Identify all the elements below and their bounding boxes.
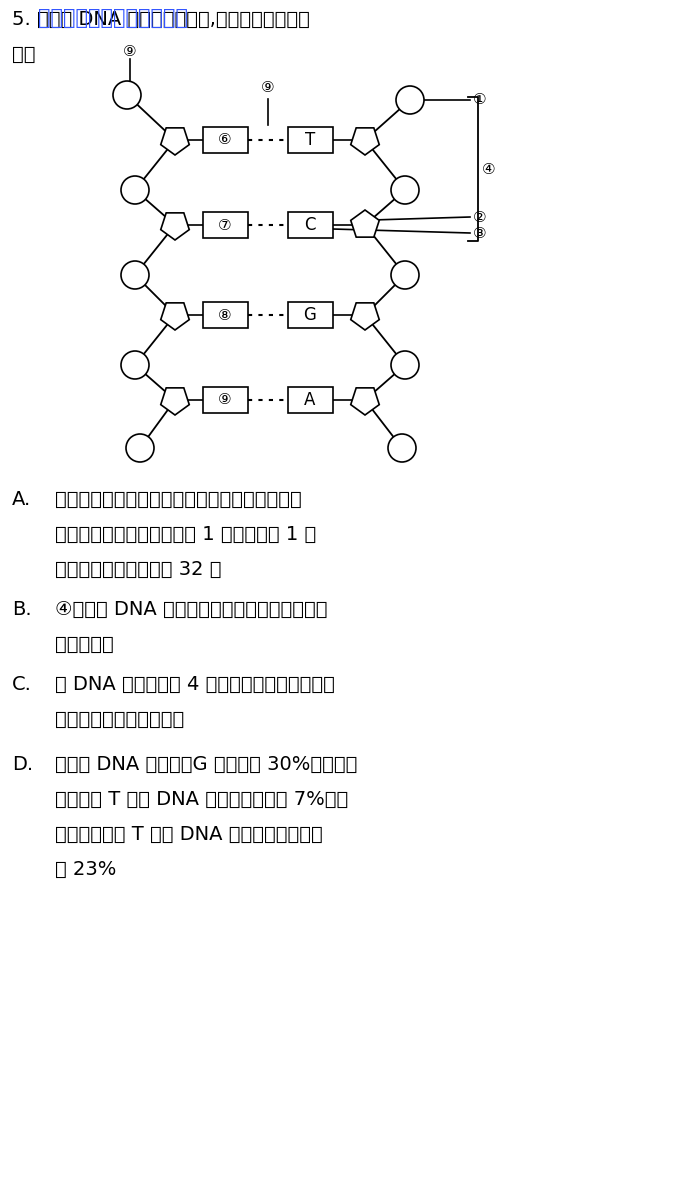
Text: 5. 如图为 DNA 分子结构示意图,对该图的叙述正确: 5. 如图为 DNA 分子结构示意图,对该图的叙述正确 <box>12 9 310 29</box>
Bar <box>202 212 248 238</box>
Text: 为 23%: 为 23% <box>55 859 116 880</box>
Circle shape <box>126 434 154 462</box>
Polygon shape <box>161 303 189 330</box>
Text: 若仅有订书钉将脱氧核糖、磷酸、碱基连为一体: 若仅有订书钉将脱氧核糖、磷酸、碱基连为一体 <box>55 490 302 509</box>
Circle shape <box>396 86 424 114</box>
Text: 订书钉，则共需订书钉 32 个: 订书钉，则共需订书钉 32 个 <box>55 560 221 579</box>
Polygon shape <box>161 388 189 415</box>
Bar <box>202 302 248 328</box>
Text: 并构建如图的片段，每形成 1 个氢键需要 1 个: 并构建如图的片段，每形成 1 个氢键需要 1 个 <box>55 525 316 544</box>
Text: ⑥: ⑥ <box>218 132 232 147</box>
Text: ④: ④ <box>482 162 496 177</box>
Bar <box>202 387 248 413</box>
Text: ⑧: ⑧ <box>218 308 232 323</box>
Circle shape <box>113 81 141 108</box>
Text: ②: ② <box>473 210 486 224</box>
Polygon shape <box>351 303 379 330</box>
Text: 的是: 的是 <box>12 45 36 64</box>
Text: 条链中的 T 占该 DNA 分子全部总数的 7%，那: 条链中的 T 占该 DNA 分子全部总数的 7%，那 <box>55 790 349 809</box>
Bar <box>288 302 332 328</box>
Text: T: T <box>305 131 315 149</box>
Text: ④是构成 DNA 的基本组成单位，名称是胞嘧啶: ④是构成 DNA 的基本组成单位，名称是胞嘧啶 <box>55 600 328 619</box>
Text: B.: B. <box>12 600 32 619</box>
Text: 某双链 DNA 分子中，G 占总数的 30%，其中一: 某双链 DNA 分子中，G 占总数的 30%，其中一 <box>55 755 358 773</box>
Text: 么另一条链中 T 在该 DNA 分子中的碱基比例: 么另一条链中 T 在该 DNA 分子中的碱基比例 <box>55 825 323 844</box>
Text: A.: A. <box>12 490 32 509</box>
Text: ①: ① <box>473 92 486 107</box>
Circle shape <box>391 351 419 378</box>
Bar <box>288 127 332 153</box>
Circle shape <box>121 176 149 204</box>
Circle shape <box>388 434 416 462</box>
Text: G: G <box>304 307 316 324</box>
Circle shape <box>121 261 149 289</box>
Text: ⑦: ⑦ <box>218 217 232 232</box>
Circle shape <box>121 351 149 378</box>
Text: ⑨: ⑨ <box>261 79 275 94</box>
Text: C.: C. <box>12 676 32 694</box>
Text: ⑨: ⑨ <box>123 44 136 59</box>
Polygon shape <box>161 213 189 241</box>
Bar <box>202 127 248 153</box>
Text: 微信公众号关注：趣找答案: 微信公众号关注：趣找答案 <box>38 8 188 28</box>
Polygon shape <box>351 127 379 154</box>
Polygon shape <box>161 127 189 154</box>
Circle shape <box>391 176 419 204</box>
Text: ③: ③ <box>473 225 486 241</box>
Circle shape <box>391 261 419 289</box>
Bar <box>288 212 332 238</box>
Polygon shape <box>351 388 379 415</box>
Text: D.: D. <box>12 755 33 773</box>
Polygon shape <box>351 210 379 237</box>
Text: A: A <box>304 391 316 409</box>
Bar <box>288 387 332 413</box>
Text: 该 DNA 分子可能有 4 种碱基对排列顺序，但不: 该 DNA 分子可能有 4 种碱基对排列顺序，但不 <box>55 676 335 694</box>
Text: 脱氧核苷酸: 脱氧核苷酸 <box>55 635 113 654</box>
Text: ⑨: ⑨ <box>218 393 232 408</box>
Text: 一定都能出现在生物体内: 一定都能出现在生物体内 <box>55 710 184 729</box>
Text: C: C <box>304 216 316 233</box>
